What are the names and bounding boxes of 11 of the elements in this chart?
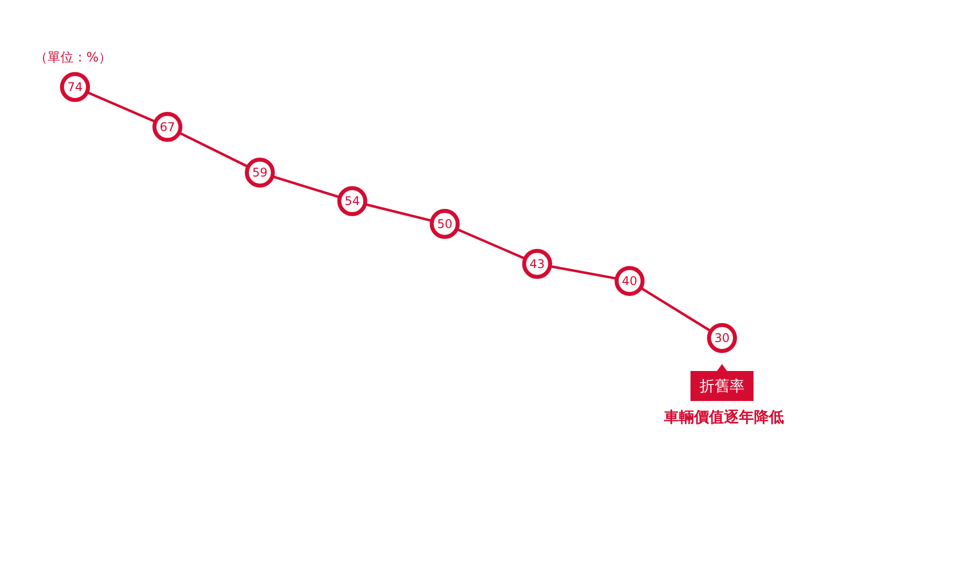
data-label: 40 [622, 274, 638, 288]
text: 折舊率 [700, 376, 744, 395]
data-label: 74 [67, 80, 83, 94]
data-label: 43 [530, 256, 545, 271]
data-label: 67 [160, 120, 176, 134]
y-axis-title: （單位：%） [34, 50, 112, 66]
data-label: 54 [344, 194, 360, 208]
data-label: 30 [714, 331, 730, 346]
data-label: 59 [252, 166, 268, 180]
data-label: 50 [437, 217, 452, 232]
text: 車輛價值逐年降低 [663, 408, 784, 426]
